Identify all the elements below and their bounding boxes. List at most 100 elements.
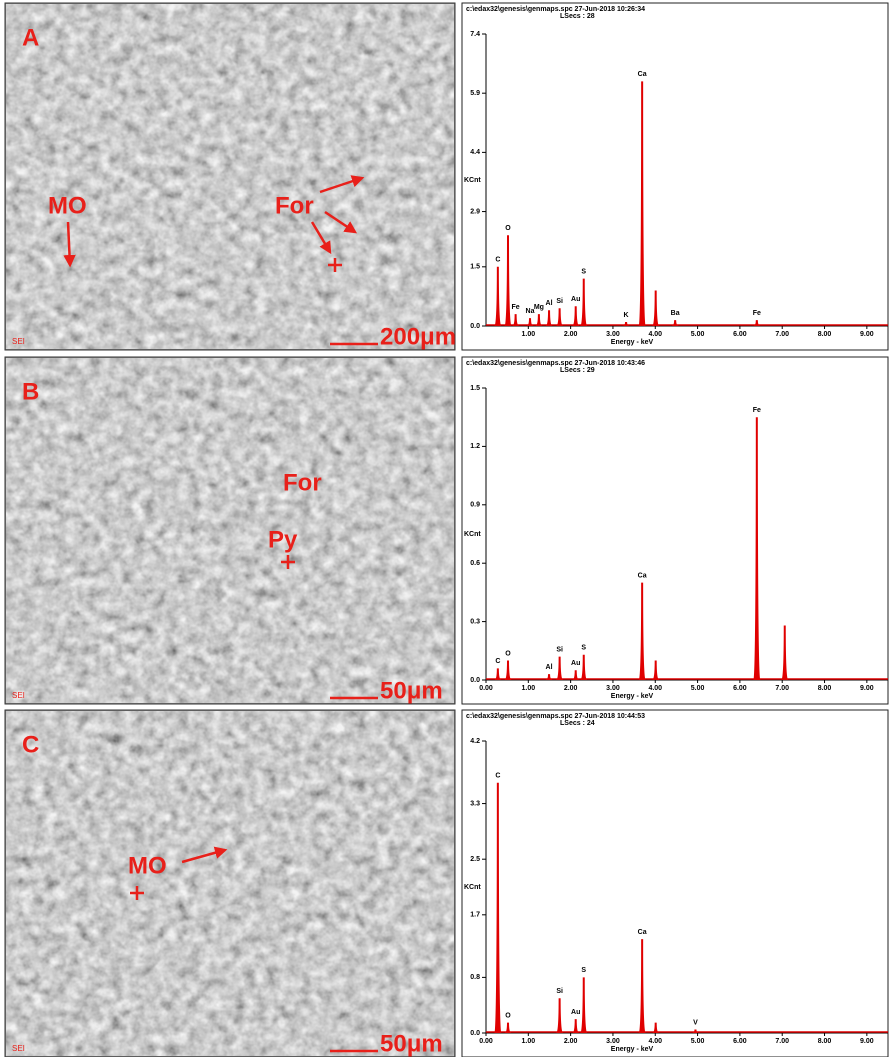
x-axis-label: Energy - keV	[611, 693, 654, 700]
peak-label: K	[624, 312, 629, 319]
peak-label: Si	[556, 298, 563, 305]
panel-letter: A	[22, 24, 39, 51]
y-tick-label: 3.3	[470, 800, 480, 807]
spectrum-peak	[545, 674, 553, 680]
x-tick-label: 2.00	[564, 1038, 578, 1045]
y-tick-label: 0.0	[470, 323, 480, 330]
panel-letter: B	[22, 378, 39, 405]
x-tick-label: 9.00	[860, 685, 874, 692]
annotation: Py	[268, 526, 298, 553]
peak-label: Ca	[638, 573, 647, 580]
peak-label: C	[495, 773, 500, 780]
arrow	[63, 221, 76, 268]
spectrum-peak	[580, 654, 588, 680]
spectrum-peak	[691, 1029, 699, 1033]
spectrum-peak	[638, 939, 646, 1033]
point-marker	[281, 555, 295, 569]
scale-bar-label: 50μm	[380, 677, 443, 704]
x-tick-label: 5.00	[691, 1038, 705, 1045]
spectrum-frame	[461, 2, 889, 351]
peak-label: V	[693, 1019, 698, 1026]
y-tick-label: 1.7	[470, 912, 480, 919]
y-tick-label: 5.9	[470, 90, 480, 97]
x-tick-label: 9.00	[860, 331, 874, 338]
x-tick-label: 3.00	[606, 1038, 620, 1045]
spectrum-peak	[504, 235, 512, 326]
peak-label: S	[581, 967, 586, 974]
arrow	[324, 210, 358, 234]
peak-label: S	[581, 268, 586, 275]
x-tick-label: 7.00	[775, 1038, 789, 1045]
spectrum-peak	[494, 266, 502, 326]
spectrum-peak	[753, 320, 761, 326]
x-tick-label: 3.00	[606, 331, 620, 338]
x-tick-label: 8.00	[818, 331, 832, 338]
annotation: MO	[128, 852, 167, 879]
peak-label: S	[581, 645, 586, 652]
spectrum-peak	[580, 278, 588, 326]
y-tick-label: 1.2	[470, 443, 480, 450]
peak-label: Al	[546, 300, 553, 307]
spectrum-peak	[580, 977, 588, 1033]
detector-label: SEI	[12, 337, 25, 346]
spectrum-peak	[556, 656, 564, 680]
peak-label: Si	[556, 646, 563, 653]
y-tick-label: 0.0	[470, 1030, 480, 1037]
spectrum-peak	[671, 320, 679, 326]
x-tick-label: 7.00	[775, 331, 789, 338]
spectrum-peak	[652, 1022, 660, 1033]
peak-label: Ca	[638, 929, 647, 936]
x-tick-label: 8.00	[818, 685, 832, 692]
peak-label: O	[505, 650, 511, 657]
x-tick-label: 6.00	[733, 685, 747, 692]
spectrum-peak	[512, 314, 520, 326]
y-axis-label: KCnt	[464, 177, 481, 184]
spectrum-subtitle: LSecs : 24	[560, 720, 595, 727]
peak-label: Fe	[753, 407, 761, 414]
arrow	[319, 175, 365, 194]
spectrum-file: c:\edax32\genesis\genmaps.spc 27-Jun-201…	[466, 360, 645, 367]
x-tick-label: 4.00	[648, 1038, 662, 1045]
y-tick-label: 0.0	[470, 677, 480, 684]
y-tick-label: 0.6	[470, 560, 480, 567]
y-tick-label: 4.2	[470, 738, 480, 745]
spectrum-peak	[638, 81, 646, 326]
y-tick-label: 1.5	[470, 385, 480, 392]
y-axis-label: KCnt	[464, 884, 481, 891]
spectrum-peak	[572, 306, 580, 326]
x-tick-label: 2.00	[564, 685, 578, 692]
x-tick-label: 4.00	[648, 331, 662, 338]
x-tick-label: 5.00	[691, 331, 705, 338]
x-tick-label: 1.00	[522, 685, 536, 692]
detector-label: SEI	[12, 1044, 25, 1053]
spectrum-peak	[504, 660, 512, 680]
peak-label: Au	[571, 660, 580, 667]
x-tick-label: 9.00	[860, 1038, 874, 1045]
peak-label: Al	[546, 664, 553, 671]
x-tick-label: 3.00	[606, 685, 620, 692]
spectrum-peak	[622, 322, 630, 326]
spectrum-peak	[556, 308, 564, 326]
spectrum-peak	[504, 1022, 512, 1033]
peak-label: O	[505, 225, 511, 232]
peak-label: Au	[571, 1009, 580, 1016]
x-tick-label: 0.00	[479, 685, 493, 692]
annotation: For	[275, 192, 314, 219]
sem-texture	[6, 711, 454, 1056]
y-tick-label: 4.4	[470, 149, 480, 156]
panel-letter: C	[22, 731, 39, 758]
sem-texture	[6, 4, 454, 349]
point-marker	[130, 886, 144, 900]
y-tick-label: 2.5	[470, 856, 480, 863]
y-tick-label: 0.9	[470, 502, 480, 509]
spectrum-peak	[494, 668, 502, 680]
spectrum-peak	[572, 670, 580, 680]
x-axis-label: Energy - keV	[611, 1046, 654, 1053]
detector-label: SEI	[12, 691, 25, 700]
x-tick-label: 1.00	[522, 331, 536, 338]
spectrum-subtitle: LSecs : 28	[560, 13, 595, 20]
spectrum-peak	[652, 660, 660, 680]
spectrum-peak	[556, 998, 564, 1033]
scale-bar-label: 200μm	[380, 323, 456, 350]
spectrum-subtitle: LSecs : 29	[560, 367, 595, 374]
